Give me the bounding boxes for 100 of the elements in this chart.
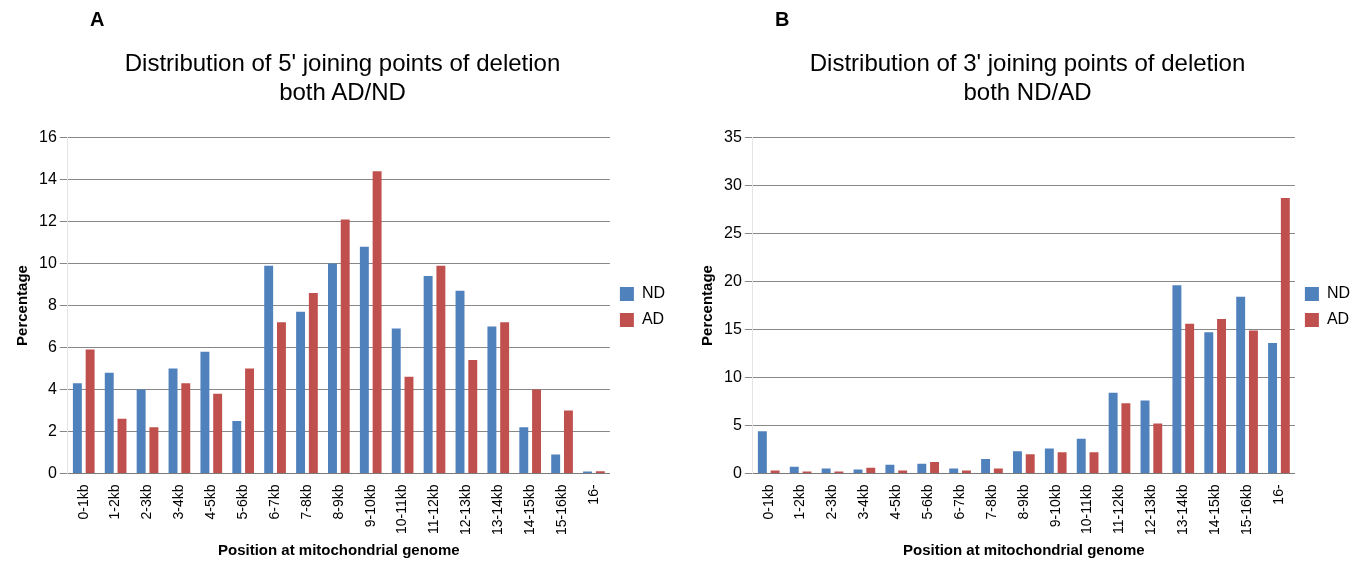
x-tick-label: 2-3kb <box>138 484 155 520</box>
bar <box>264 265 274 473</box>
y-tick-label: 6 <box>47 337 57 355</box>
y-tick-label: 0 <box>732 463 742 481</box>
bar <box>487 326 497 473</box>
bar <box>85 349 95 473</box>
bar <box>423 276 433 473</box>
bar <box>563 410 573 473</box>
bar <box>1248 330 1258 473</box>
y-axis-title: Percentage <box>698 265 716 346</box>
bar <box>866 467 876 473</box>
bar <box>1025 454 1035 473</box>
bar <box>1044 448 1054 473</box>
bar <box>200 351 210 473</box>
bar <box>1013 451 1022 473</box>
bar <box>372 171 382 473</box>
bar <box>993 468 1003 473</box>
x-tick-label: 0-1kb <box>759 484 776 520</box>
x-tick-label: 4-5kb <box>202 484 219 520</box>
x-axis-title: Position at mitochondrial genome <box>218 541 460 559</box>
y-tick-label: 2 <box>47 421 57 439</box>
text: B <box>775 8 790 31</box>
bar <box>1172 285 1182 473</box>
x-tick-label: 15-16kb <box>1237 484 1254 535</box>
x-tick-label: 9-10kb <box>361 484 378 528</box>
bar <box>104 372 114 473</box>
bar <box>436 265 446 473</box>
bar <box>1217 318 1227 473</box>
x-tick-label: 9-10kb <box>1046 484 1063 528</box>
x-tick-label: 7-8kb <box>297 484 314 520</box>
x-tick-label: 6-7kb <box>265 484 282 520</box>
y-tick-label: 15 <box>724 319 742 337</box>
bar <box>276 322 286 473</box>
y-tick-label: 0 <box>47 463 57 481</box>
y-tick-label: 10 <box>724 367 742 385</box>
x-tick-label: 2-3kb <box>823 484 840 520</box>
y-tick-label: 8 <box>47 295 57 313</box>
x-tick-label: 1-2kb <box>791 484 808 520</box>
x-tick-label: 16- <box>1269 484 1286 505</box>
x-tick-label: 12-13kb <box>1142 484 1159 535</box>
x-tick-label: 11-12kb <box>425 484 442 534</box>
y-tick-label: 12 <box>39 211 57 229</box>
x-tick-label: 4-5kb <box>887 484 904 520</box>
bar <box>1140 400 1150 473</box>
bar <box>328 263 337 473</box>
chart-title: Distribution of 5' joining points of deletion both AD/ND <box>124 49 561 105</box>
bar <box>149 427 159 473</box>
x-tick-label: 0-1kb <box>74 484 91 520</box>
y-tick-label: 16 <box>39 128 57 146</box>
x-tick-label: 16- <box>584 484 601 505</box>
bar <box>136 389 146 473</box>
bar <box>821 468 831 473</box>
bar <box>404 376 414 473</box>
x-tick-label: 8-9kb <box>329 484 346 520</box>
bar <box>455 290 465 473</box>
legend-label: AD <box>1326 310 1350 328</box>
bar <box>1204 332 1214 473</box>
x-tick-label: 15-16kb <box>552 484 569 535</box>
bar <box>757 431 767 473</box>
y-tick-label: 20 <box>724 271 742 289</box>
x-tick-label: 7-8kb <box>982 484 999 520</box>
bar <box>232 420 242 473</box>
bar <box>340 219 350 473</box>
y-tick-label: 14 <box>39 169 57 187</box>
legend-label: AD <box>641 310 665 328</box>
x-axis-title: Position at mitochondrial genome <box>903 541 1145 559</box>
x-tick-label: 11-12kb <box>1110 484 1127 534</box>
bar <box>1185 323 1195 473</box>
x-tick-label: 3-4kb <box>170 484 187 520</box>
legend-label: ND <box>1326 284 1350 302</box>
bar <box>532 389 542 473</box>
x-tick-label: 13-14kb <box>1174 484 1191 535</box>
y-axis-title: Percentage <box>13 265 31 346</box>
x-tick-label: 1-2kb <box>106 484 123 520</box>
bar <box>1089 452 1099 473</box>
bar <box>930 461 940 473</box>
y-tick-label: 25 <box>724 223 742 241</box>
bar <box>245 368 255 473</box>
y-tick-label: 10 <box>39 253 57 271</box>
x-tick-label: 6-7kb <box>950 484 967 520</box>
x-tick-label: 5-6kb <box>234 484 251 520</box>
bar <box>500 322 510 473</box>
bar <box>72 383 82 473</box>
x-tick-label: 3-4kb <box>855 484 872 520</box>
x-tick-label: 10-11kb <box>1078 484 1095 534</box>
x-tick-label: 5-6kb <box>919 484 936 520</box>
chart-title: Distribution of 3' joining points of deletion both ND/AD <box>809 49 1246 105</box>
y-tick-label: 30 <box>724 175 742 193</box>
x-tick-label: 12-13kb <box>457 484 474 535</box>
y-tick-label: 5 <box>732 415 742 433</box>
bar <box>1121 403 1131 473</box>
bar <box>789 466 799 473</box>
x-tick-label: 14-15kb <box>521 484 538 535</box>
bar <box>1236 296 1246 473</box>
legend-label: ND <box>641 284 665 302</box>
bar <box>551 454 561 473</box>
bar <box>181 383 191 473</box>
x-tick-label: 13-14kb <box>489 484 506 535</box>
bar <box>1153 423 1163 473</box>
bar <box>1057 452 1067 473</box>
